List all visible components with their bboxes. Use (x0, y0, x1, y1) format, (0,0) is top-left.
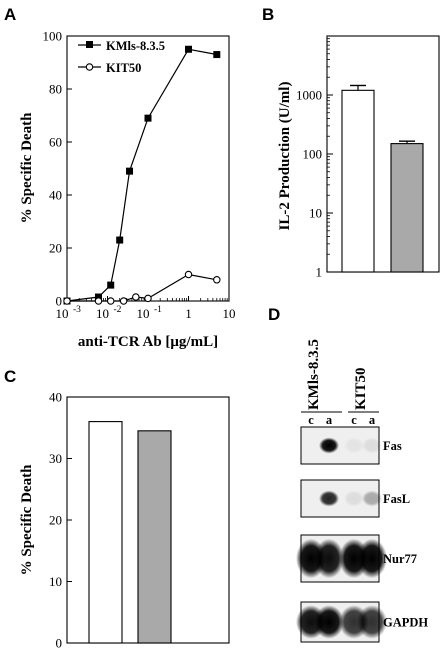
data-point-kit50 (106, 297, 115, 305)
legend-marker-kmls (86, 41, 93, 48)
data-point-kit50 (63, 297, 71, 305)
panel-b-y-axis-title: IL-2 Production (U/ml) (277, 82, 293, 231)
x-tick-label: 10 (96, 306, 109, 321)
panel-a-series (63, 45, 221, 305)
data-point-kit50 (184, 270, 193, 279)
blot-band (362, 490, 382, 507)
panel-c-bars (88, 421, 172, 644)
data-point-kmls (126, 167, 134, 175)
panel-b-y-axis: 1 10 100 1000 (296, 38, 333, 280)
blot-label-gapdh: GAPDH (383, 616, 428, 630)
panel-a-legend: KMls-8.3.5 KIT50 (78, 39, 165, 75)
bar-1 (341, 89, 375, 273)
blot-band (357, 538, 387, 579)
blot-band (319, 437, 339, 454)
blot-nur77: Nur77 (296, 534, 417, 583)
panel-a-y-axis: 0 20 40 60 80 100 (43, 29, 72, 309)
x-tick-label: 10 (137, 306, 150, 321)
panel-b: B 1 10 100 1000 IL-2 Production (U/ml) (262, 5, 440, 280)
y-tick-label: 60 (49, 135, 62, 150)
x-tick-exponent: -3 (73, 305, 81, 315)
panel-c: C 0 10 20 30 40 % Specific Death (4, 367, 230, 651)
panel-d-label: D (268, 305, 280, 324)
y-tick-label: 30 (49, 451, 62, 466)
data-point-kmls (95, 293, 103, 301)
lane-label-3: c (351, 413, 357, 427)
y-tick-label: 40 (49, 188, 62, 203)
x-tick-exponent: -1 (154, 305, 162, 315)
lane-label-1: c (308, 413, 314, 427)
panel-a-y-axis-title: % Specific Death (19, 112, 35, 223)
legend-label-kmls: KMls-8.3.5 (106, 39, 165, 53)
data-point-kmls (213, 51, 221, 59)
panel-a-x-axis-title: anti-TCR Ab [μg/mL] (78, 334, 218, 350)
blot-band (314, 538, 344, 579)
y-tick-label: 1 (316, 265, 323, 280)
group-label-kit50: KIT50 (353, 367, 369, 410)
panel-c-y-axis-title: % Specific Death (19, 464, 35, 575)
panel-c-y-axis: 0 10 20 30 40 (49, 390, 72, 651)
blot-gapdh: GAPDH (296, 601, 428, 643)
panel-a: A 0 20 40 60 80 100 10 -3 10 -2 10 -1 1 10 % Specifi… (4, 5, 236, 350)
blot-band (357, 605, 387, 639)
blot-band (344, 437, 364, 454)
bar-2 (137, 430, 172, 644)
blot-label-fasl: FasL (383, 492, 410, 506)
blots: Fas FasL Nur77 GAPDH (296, 426, 428, 643)
blot-band (344, 490, 364, 507)
data-point-kmls (144, 114, 152, 122)
blot-band (362, 437, 382, 454)
y-tick-label: 80 (49, 82, 62, 97)
legend-label-kit50: KIT50 (106, 61, 141, 75)
panel-c-label: C (4, 367, 16, 386)
y-tick-label: 20 (49, 241, 62, 256)
bar-1 (88, 421, 123, 644)
x-tick-exponent: -2 (114, 305, 122, 315)
data-point-kit50 (94, 297, 103, 305)
legend-marker-kit50 (85, 63, 94, 71)
y-tick-label: 1000 (296, 88, 322, 103)
data-point-kmls (116, 236, 124, 244)
y-tick-label: 10 (49, 574, 62, 589)
y-tick-label: 20 (49, 513, 62, 528)
data-point-kmls (107, 281, 115, 289)
blot-label-fas: Fas (383, 439, 402, 453)
y-tick-label: 0 (56, 294, 63, 309)
data-point-kit50 (119, 297, 128, 305)
series-line-1 (67, 273, 217, 302)
data-point-kit50 (132, 293, 140, 301)
x-tick-label: 10 (223, 306, 236, 321)
blot-band (319, 490, 339, 507)
y-tick-label: 100 (303, 147, 323, 162)
blot-fasl: FasL (300, 479, 410, 518)
panel-b-bars (341, 84, 424, 273)
y-tick-label: 100 (43, 29, 63, 44)
data-point-kit50 (144, 294, 152, 303)
x-tick-label: 1 (185, 306, 192, 321)
panel-d: D KMls-8.3.5 KIT50 c a c a Fas FasL Nur77 G… (268, 305, 428, 643)
lane-label-2: a (326, 413, 333, 427)
data-point-kmls (185, 45, 192, 53)
panel-a-plot-frame (66, 35, 230, 302)
lane-label-4: a (369, 413, 376, 427)
y-tick-label: 0 (56, 636, 63, 651)
data-point-kit50 (213, 276, 221, 284)
blot-label-nur77: Nur77 (383, 552, 417, 566)
x-tick-label: 10 (56, 306, 69, 321)
panel-b-label: B (262, 5, 274, 24)
group-label-kmls: KMls-8.3.5 (306, 339, 322, 410)
blot-fas: Fas (300, 426, 402, 465)
bar-2 (390, 143, 424, 273)
panel-a-label: A (4, 5, 16, 24)
y-tick-label: 40 (49, 390, 62, 405)
blot-band (314, 605, 344, 639)
series-line-0 (66, 48, 217, 302)
y-tick-label: 10 (309, 206, 322, 221)
